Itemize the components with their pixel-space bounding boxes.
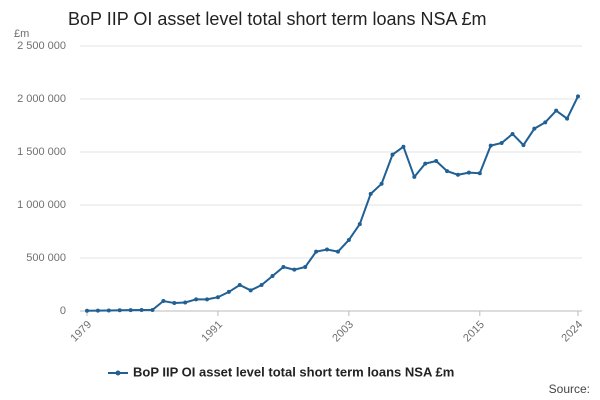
data-point: [183, 300, 188, 305]
data-point: [150, 307, 155, 312]
data-point: [325, 247, 330, 252]
data-point: [335, 249, 340, 254]
data-point: [554, 108, 559, 113]
data-point: [423, 161, 428, 166]
data-point: [576, 94, 580, 99]
data-point: [194, 297, 199, 302]
data-point: [466, 170, 471, 175]
y-tick-label: 2 500 000: [17, 40, 66, 52]
source-label: Source:: [549, 382, 590, 396]
data-point: [259, 283, 264, 288]
data-point: [128, 308, 133, 313]
data-point: [292, 267, 297, 272]
data-point: [357, 222, 362, 227]
y-axis-unit: £m: [14, 28, 29, 40]
data-point: [401, 144, 406, 149]
x-tick-label: 2003: [330, 319, 356, 345]
data-point: [379, 181, 384, 186]
x-tick-label: 1991: [199, 319, 225, 345]
data-point: [521, 143, 526, 148]
data-point: [95, 308, 100, 313]
y-tick-label: 500 000: [26, 252, 66, 264]
data-point: [226, 289, 231, 294]
y-tick-label: 2 000 000: [17, 93, 66, 105]
data-point: [543, 120, 548, 125]
y-tick-label: 1 000 000: [17, 199, 66, 211]
data-point: [237, 283, 242, 288]
data-point: [117, 308, 122, 313]
data-point: [270, 274, 275, 279]
x-tick-label: 1979: [68, 319, 94, 345]
data-point: [248, 288, 253, 293]
legend-marker: [115, 370, 121, 376]
data-point: [455, 172, 460, 177]
data-point: [510, 131, 515, 136]
data-point: [434, 159, 439, 164]
data-point: [445, 169, 450, 174]
data-point: [390, 152, 395, 157]
data-point: [172, 301, 177, 306]
data-point: [161, 299, 166, 304]
data-point: [85, 308, 89, 313]
data-point: [215, 295, 220, 300]
y-tick-label: 1 500 000: [17, 146, 66, 158]
x-tick-label: 2024: [559, 319, 585, 345]
y-tick-label: 0: [60, 305, 66, 317]
data-point: [477, 171, 482, 176]
data-point: [565, 116, 570, 121]
data-point: [532, 126, 537, 131]
data-point: [368, 191, 373, 196]
chart-title: BoP IIP OI asset level total short term …: [68, 9, 487, 29]
data-point: [281, 265, 286, 270]
x-tick-label: 2015: [461, 319, 487, 345]
data-point: [106, 308, 111, 313]
data-point: [205, 297, 210, 302]
data-point: [346, 237, 351, 242]
data-point: [314, 249, 319, 254]
data-point: [488, 143, 493, 148]
data-point: [303, 265, 308, 270]
data-point: [139, 308, 144, 313]
data-point: [412, 174, 417, 179]
data-line: [86, 95, 579, 312]
data-point: [499, 140, 504, 145]
legend-label: BoP IIP OI asset level total short term …: [133, 364, 454, 379]
